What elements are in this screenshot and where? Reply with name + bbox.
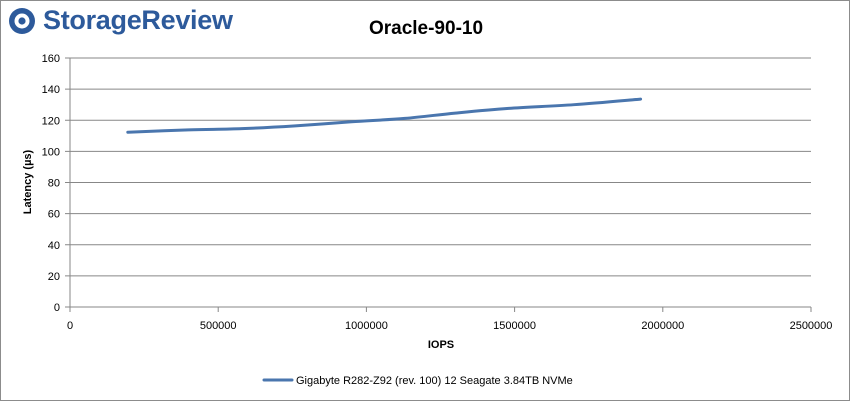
y-tick-label: 40 bbox=[48, 240, 60, 252]
storagereview-logo-icon bbox=[9, 7, 35, 34]
x-tick-labels: 0 500000 1000000 1500000 2000000 2500000 bbox=[67, 320, 832, 332]
x-tick-label: 2000000 bbox=[641, 320, 684, 332]
y-tick-label: 160 bbox=[42, 53, 60, 65]
x-axis-label: IOPS bbox=[428, 339, 454, 351]
y-tick-label: 140 bbox=[42, 84, 60, 96]
axes bbox=[65, 57, 812, 312]
x-tick-label: 1500000 bbox=[493, 320, 536, 332]
series-line bbox=[126, 97, 643, 134]
y-tick-label: 120 bbox=[42, 115, 60, 127]
legend: Gigabyte R282-Z92 (rev. 100) 12 Seagate … bbox=[262, 375, 573, 387]
y-tick-label: 60 bbox=[48, 209, 60, 221]
y-tick-label: 80 bbox=[48, 178, 60, 190]
x-tick-label: 1000000 bbox=[345, 320, 388, 332]
y-axis-label: Latency (µs) bbox=[22, 149, 34, 214]
x-tick-label: 500000 bbox=[200, 320, 237, 332]
y-tick-label: 0 bbox=[54, 302, 60, 314]
gridlines bbox=[70, 57, 811, 277]
legend-entry: Gigabyte R282-Z92 (rev. 100) 12 Seagate … bbox=[296, 375, 573, 387]
x-tick-label: 0 bbox=[67, 320, 73, 332]
y-tick-label: 20 bbox=[48, 271, 60, 283]
chart-title: Oracle-90-10 bbox=[369, 18, 483, 39]
storagereview-logo: StorageReview bbox=[7, 5, 233, 36]
logo-text: StorageReview bbox=[43, 5, 233, 35]
series-lines bbox=[126, 97, 643, 134]
x-tick-label: 2500000 bbox=[790, 320, 833, 332]
y-tick-labels: 0 20 40 60 80 100 120 140 160 bbox=[42, 53, 60, 314]
y-tick-label: 100 bbox=[42, 146, 60, 158]
